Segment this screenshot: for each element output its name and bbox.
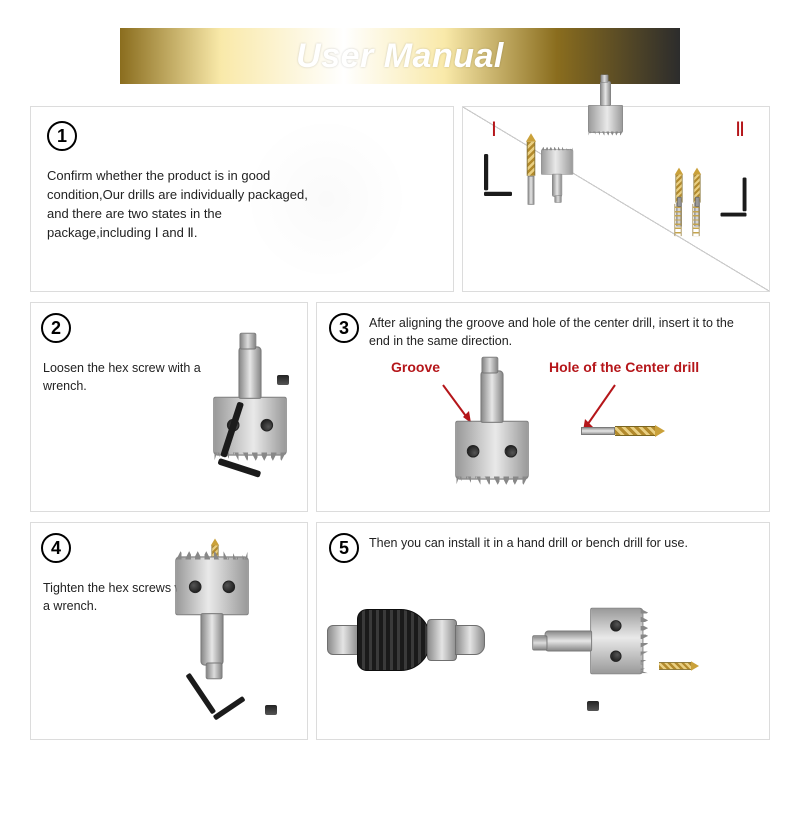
panel-step-4: 4 Tighten the hex screws with a wrench.: [30, 522, 308, 740]
step-number-5: 5: [329, 533, 359, 563]
set-screw-icon: [277, 375, 289, 385]
manual-grid: 1 Confirm whether the product is in good…: [0, 106, 800, 760]
step-1-text: Confirm whether the product is in good c…: [47, 167, 327, 242]
panel-step-3: 3 After aligning the groove and hole of …: [316, 302, 770, 512]
twist-drill-icon: [526, 133, 536, 204]
hex-key-icon: [484, 154, 526, 196]
roman-2-label: Ⅱ: [735, 117, 745, 142]
hole-saw-icon: [455, 370, 529, 479]
panel-step-5: 5 Then you can install it in a hand dril…: [316, 522, 770, 740]
groove-label: Groove: [391, 359, 440, 375]
title-banner: User Manual: [120, 28, 680, 84]
panel-packaging-states: Ⅰ Ⅱ: [462, 106, 770, 292]
row-2: 2 Loosen the hex screw with a wrench. 3 …: [30, 302, 770, 512]
hex-key-icon: [708, 178, 747, 217]
drill-chuck-icon: [357, 601, 477, 679]
twist-drill-icon: [581, 425, 665, 437]
set-screw-icon: [587, 701, 599, 711]
spring-icon: [693, 204, 700, 236]
step-number-2: 2: [41, 313, 71, 343]
hole-saw-icon: [541, 149, 573, 197]
twist-drill-icon: [659, 661, 699, 671]
step-2-text: Loosen the hex screw with a wrench.: [31, 359, 201, 395]
hole-saw-icon: [175, 556, 249, 665]
spring-icon: [675, 204, 682, 236]
center-drill-hole-label: Hole of the Center drill: [549, 359, 699, 375]
step-number-1: 1: [47, 121, 77, 151]
panel-step-1: 1 Confirm whether the product is in good…: [30, 106, 454, 292]
row-3: 4 Tighten the hex screws with a wrench. …: [30, 522, 770, 740]
hole-saw-icon: [545, 608, 644, 675]
step-5-text: Then you can install it in a hand drill …: [369, 535, 688, 553]
page-title: User Manual: [296, 37, 504, 76]
set-screw-icon: [265, 705, 277, 715]
step-3-text: After aligning the groove and hole of th…: [369, 315, 749, 350]
panel-step-2: 2 Loosen the hex screw with a wrench.: [30, 302, 308, 512]
step-number-4: 4: [41, 533, 71, 563]
hole-saw-icon: [588, 81, 623, 133]
roman-1-label: Ⅰ: [491, 117, 497, 142]
step-number-3: 3: [329, 313, 359, 343]
row-1: 1 Confirm whether the product is in good…: [30, 106, 770, 292]
